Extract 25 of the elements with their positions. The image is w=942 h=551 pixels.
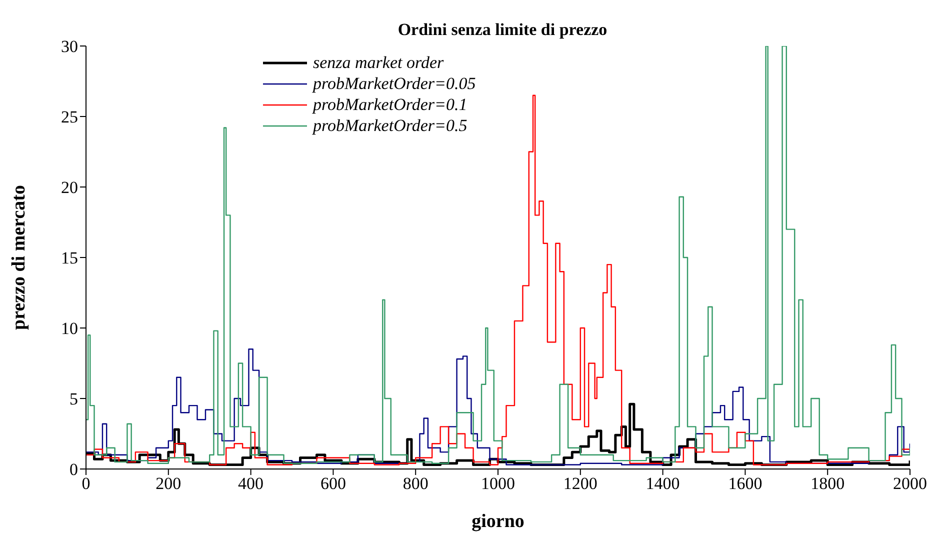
x-tick-label: 2000: [893, 474, 927, 494]
y-tick-label: 0: [70, 460, 78, 480]
x-tick-label: 1000: [481, 474, 515, 494]
x-tick-label: 1600: [728, 474, 762, 494]
x-tick-label: 1200: [563, 474, 598, 494]
y-tick-label: 15: [61, 248, 78, 268]
y-tick-label: 30: [61, 37, 78, 56]
y-tick-label: 20: [61, 178, 78, 198]
x-tick-label: 600: [320, 474, 346, 494]
x-tick-label: 1400: [646, 474, 680, 494]
y-axis-title: prezzo di mercato: [8, 185, 30, 330]
y-tick-label: 25: [61, 108, 78, 127]
x-axis-title: giorno: [472, 511, 524, 532]
x-tick-label: 400: [238, 474, 264, 494]
x-tick-label: 800: [402, 474, 428, 494]
x-tick-label: 1800: [810, 474, 845, 494]
x-tick-label: 200: [156, 474, 182, 494]
legend-label: senza market order: [313, 52, 444, 72]
x-tick-label: 0: [82, 474, 90, 494]
y-tick-label: 10: [61, 319, 78, 338]
legend-label: probMarketOrder=0.5: [313, 116, 468, 136]
chart-title: Ordini senza limite di prezzo: [396, 20, 608, 40]
y-tick-label: 5: [70, 390, 78, 409]
legend-label: probMarketOrder=0.1: [313, 94, 468, 114]
legend-label: probMarketOrder=0.05: [313, 74, 476, 94]
